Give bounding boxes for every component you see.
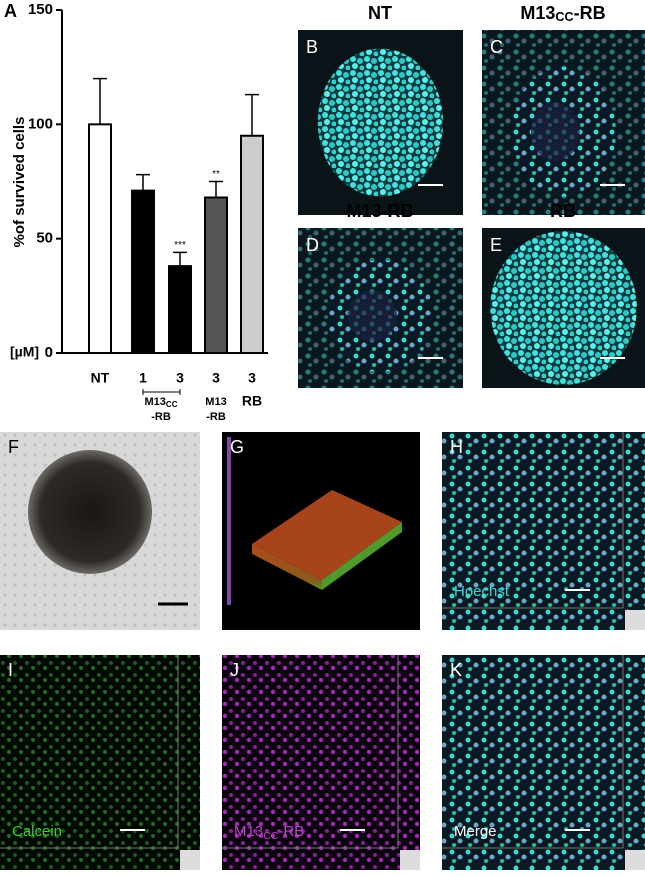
group-label: RB <box>242 393 262 409</box>
stain-label-main: Hoechst <box>454 583 510 600</box>
panel-title-main: M13-RB <box>346 201 413 221</box>
panel-letter: E <box>490 235 502 255</box>
group-label-main: M13 <box>205 396 226 408</box>
image-bg <box>222 655 420 870</box>
stain-label-sub: CC <box>263 830 279 842</box>
panel-title: RB <box>550 201 576 221</box>
panel-title: M13CC-RB <box>520 3 605 25</box>
volume-side <box>252 544 322 590</box>
bar <box>204 196 228 354</box>
panel-title-main: NT <box>368 3 392 23</box>
significance: ** <box>212 169 220 180</box>
panel-letter: B <box>306 37 318 57</box>
micrograph <box>442 432 645 630</box>
micrograph <box>222 432 420 630</box>
panel-title-main: RB <box>550 201 576 221</box>
stain-label-main: M13 <box>234 823 263 840</box>
group-label: M13CC <box>145 396 178 409</box>
stain-label: Merge <box>454 823 497 840</box>
panel-title: M13-RB <box>346 201 413 221</box>
group-label-sub: CC <box>166 400 178 409</box>
group-label-main: M13 <box>145 396 166 408</box>
y-axis-label: %of survived cells <box>11 117 28 248</box>
panel-letter: C <box>490 37 503 57</box>
x-tick-label: 3 <box>212 370 220 386</box>
ortho-corner <box>625 850 645 870</box>
panel-letter: G <box>230 437 244 457</box>
x-tick-label: NT <box>91 370 110 386</box>
spheroid-core <box>530 102 580 162</box>
panel-title-main: M13 <box>520 3 555 23</box>
group-label: M13 <box>205 396 226 408</box>
panel-letter: K <box>450 660 462 680</box>
micrograph <box>482 30 645 215</box>
bar <box>168 265 192 354</box>
micrograph <box>298 228 463 388</box>
stain-label: Hoechst <box>454 583 510 600</box>
bar <box>88 123 112 355</box>
y-tick-label: 0 <box>45 344 53 361</box>
micrograph <box>298 30 463 215</box>
y-tick-label: 100 <box>28 115 53 132</box>
stain-label: Calcein <box>12 823 62 840</box>
ortho-corner <box>625 610 645 630</box>
group-label-tail: -RB <box>206 411 226 423</box>
group-label-tail: -RB <box>151 411 171 423</box>
bar <box>240 134 264 354</box>
spheroid-core <box>347 290 397 342</box>
ortho-corner <box>400 850 420 870</box>
bar <box>131 189 155 354</box>
unit-label: [µM] <box>10 344 39 360</box>
spheroid <box>28 450 152 574</box>
panel-letter: F <box>8 437 19 457</box>
image-bg <box>0 655 200 870</box>
micrograph <box>0 655 200 870</box>
panel-title-sub: CC <box>555 10 573 24</box>
micrograph <box>442 655 645 870</box>
stain-label-tail: -RB <box>278 823 304 840</box>
stain-label-main: Calcein <box>12 823 62 840</box>
x-tick-label: 3 <box>248 370 256 386</box>
x-tick-label: 3 <box>176 370 184 386</box>
volume-top <box>252 490 402 580</box>
panel-title-tail: -RB <box>574 3 606 23</box>
spheroid <box>490 231 637 385</box>
ortho-corner <box>180 850 200 870</box>
panel-letter: A <box>4 1 17 21</box>
stain-label-main: Merge <box>454 823 497 840</box>
y-tick-label: 150 <box>28 1 53 18</box>
x-tick-label: 1 <box>139 370 147 386</box>
micrograph <box>0 432 200 630</box>
panel-title: NT <box>368 3 392 23</box>
panel-letter: I <box>8 660 13 680</box>
image-bg <box>442 655 645 870</box>
panel-letter: H <box>450 437 463 457</box>
image-bg <box>442 432 645 630</box>
stain-label: M13CC-RB <box>234 823 304 842</box>
panel-letter: J <box>230 660 239 680</box>
spheroid <box>317 48 444 197</box>
panel-letter: D <box>306 235 319 255</box>
significance: *** <box>174 240 186 251</box>
micrograph <box>482 228 645 388</box>
micrograph <box>222 655 420 870</box>
y-tick-label: 50 <box>36 230 53 247</box>
volume-side <box>322 522 402 590</box>
color-scale <box>227 437 231 605</box>
